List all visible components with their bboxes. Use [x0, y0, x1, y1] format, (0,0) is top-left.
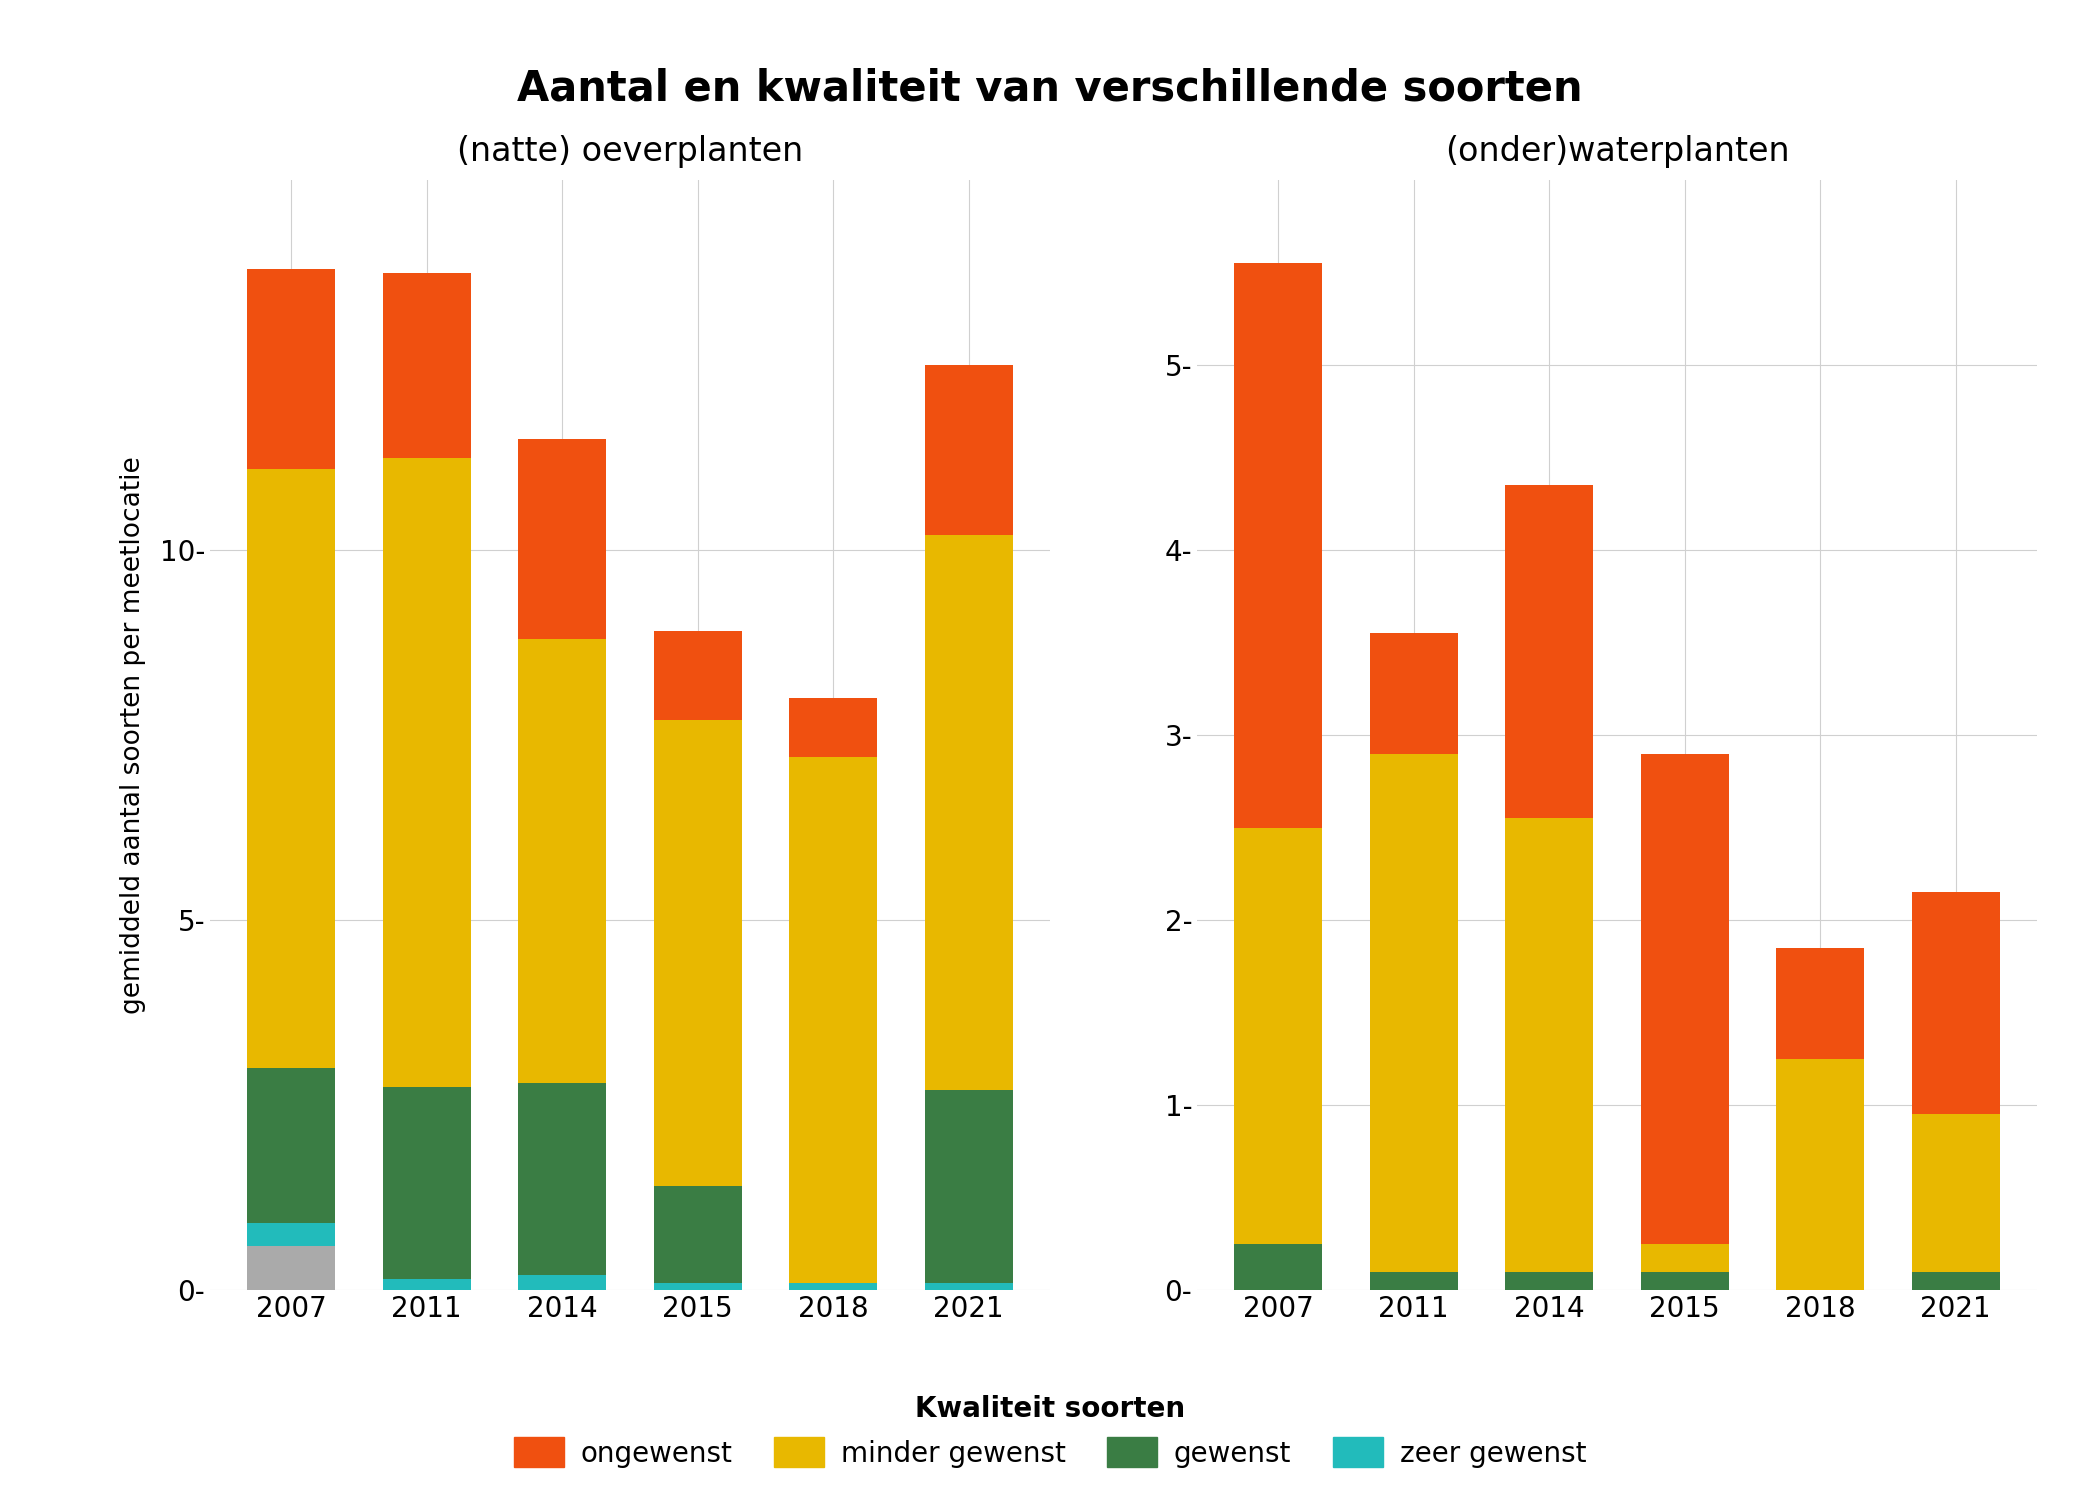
Bar	[519, 1083, 607, 1275]
Bar	[1640, 753, 1728, 1244]
Bar	[790, 758, 878, 1282]
Bar	[1640, 1272, 1728, 1290]
Bar	[1235, 828, 1323, 1244]
Bar	[382, 1280, 470, 1290]
Bar	[1369, 1272, 1457, 1290]
Bar	[1369, 753, 1457, 1272]
Bar	[924, 536, 1012, 1090]
Bar	[1506, 1272, 1594, 1290]
Bar	[1911, 892, 1999, 1114]
Bar	[1777, 1059, 1865, 1290]
Bar	[519, 639, 607, 1083]
Bar	[1506, 486, 1594, 818]
Bar	[248, 1068, 336, 1224]
Bar	[1777, 948, 1865, 1059]
Bar	[1235, 1244, 1323, 1290]
Bar	[248, 268, 336, 468]
Bar	[924, 1282, 1012, 1290]
Bar	[653, 720, 741, 1186]
Y-axis label: gemiddeld aantal soorten per meetlocatie: gemiddeld aantal soorten per meetlocatie	[120, 456, 145, 1014]
Bar	[1506, 818, 1594, 1272]
Bar	[248, 1224, 336, 1245]
Bar	[519, 1275, 607, 1290]
Bar	[653, 1282, 741, 1290]
Bar	[248, 468, 336, 1068]
Bar	[1235, 264, 1323, 828]
Bar	[382, 273, 470, 458]
Bar	[519, 440, 607, 639]
Bar	[924, 364, 1012, 536]
Bar	[924, 1090, 1012, 1282]
Bar	[248, 1245, 336, 1290]
Bar	[790, 698, 878, 758]
Title: (natte) oeverplanten: (natte) oeverplanten	[458, 135, 802, 168]
Bar	[1369, 633, 1457, 753]
Title: (onder)waterplanten: (onder)waterplanten	[1445, 135, 1789, 168]
Bar	[382, 458, 470, 1086]
Legend: ongewenst, minder gewenst, gewenst, zeer gewenst: ongewenst, minder gewenst, gewenst, zeer…	[502, 1384, 1598, 1479]
Bar	[382, 1086, 470, 1280]
Bar	[653, 1186, 741, 1282]
Bar	[1640, 1244, 1728, 1272]
Text: Aantal en kwaliteit van verschillende soorten: Aantal en kwaliteit van verschillende so…	[517, 68, 1583, 110]
Bar	[1911, 1272, 1999, 1290]
Bar	[790, 1282, 878, 1290]
Bar	[653, 632, 741, 720]
Bar	[1911, 1114, 1999, 1272]
